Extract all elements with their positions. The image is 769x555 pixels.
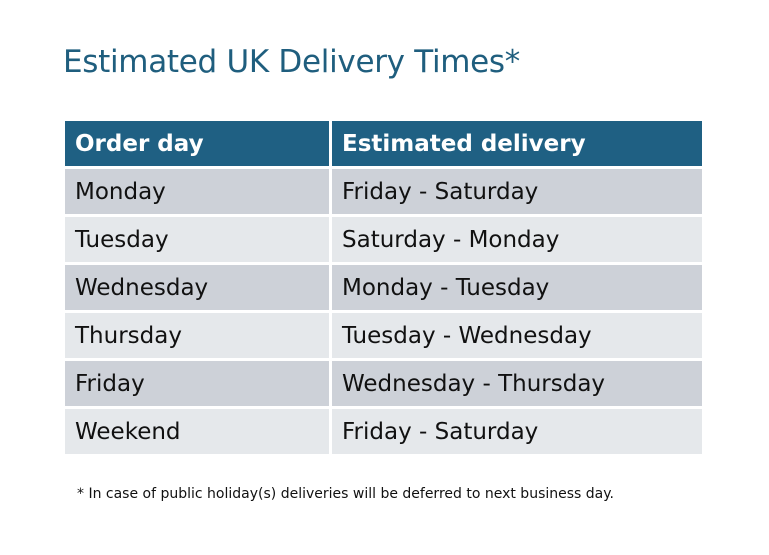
estimated-delivery-cell: Saturday - Monday [332, 217, 702, 262]
order-day-cell: Wednesday [65, 265, 329, 310]
order-day-cell: Friday [65, 361, 329, 406]
header-estimated-delivery: Estimated delivery [332, 121, 702, 166]
estimated-delivery-cell: Friday - Saturday [332, 409, 702, 454]
order-day-cell: Thursday [65, 313, 329, 358]
table-row: Wednesday Monday - Tuesday [65, 265, 702, 310]
header-order-day: Order day [65, 121, 329, 166]
table-row: Thursday Tuesday - Wednesday [65, 313, 702, 358]
footnote: * In case of public holiday(s) deliverie… [77, 486, 614, 502]
table-row: Monday Friday - Saturday [65, 169, 702, 214]
order-day-cell: Tuesday [65, 217, 329, 262]
page-title: Estimated UK Delivery Times* [63, 44, 520, 80]
estimated-delivery-cell: Monday - Tuesday [332, 265, 702, 310]
table-row: Weekend Friday - Saturday [65, 409, 702, 454]
table-header-row: Order day Estimated delivery [65, 121, 702, 166]
estimated-delivery-cell: Wednesday - Thursday [332, 361, 702, 406]
estimated-delivery-cell: Friday - Saturday [332, 169, 702, 214]
estimated-delivery-cell: Tuesday - Wednesday [332, 313, 702, 358]
order-day-cell: Monday [65, 169, 329, 214]
table-row: Tuesday Saturday - Monday [65, 217, 702, 262]
order-day-cell: Weekend [65, 409, 329, 454]
table-row: Friday Wednesday - Thursday [65, 361, 702, 406]
delivery-table: Order day Estimated delivery Monday Frida… [62, 118, 705, 457]
